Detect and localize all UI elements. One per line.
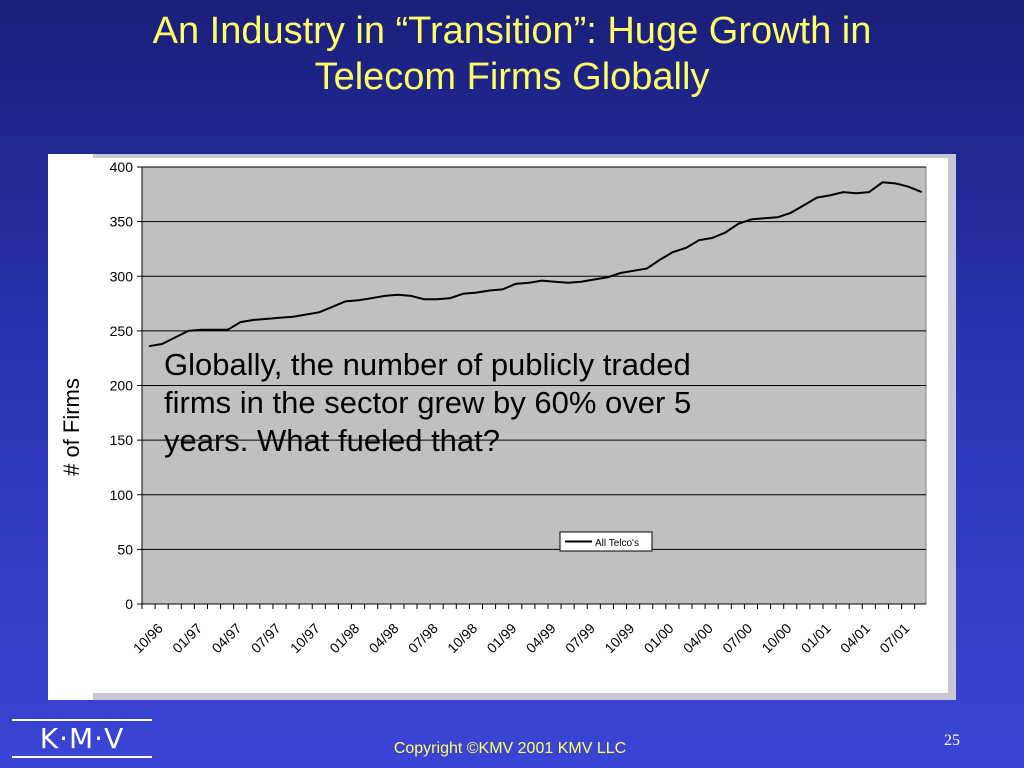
series-line-0 xyxy=(148,181,923,348)
slide-title: An Industry in “Transition”: Huge Growth… xyxy=(40,8,984,100)
legend-box xyxy=(559,531,653,552)
page-number: 25 xyxy=(944,732,960,749)
x-tick-label-04-00: 04/00 xyxy=(680,620,716,656)
x-tick-label-01-00: 01/00 xyxy=(641,620,677,656)
x-tick-label-04-01: 04/01 xyxy=(837,620,873,656)
x-tick-label-04-97: 04/97 xyxy=(208,620,244,656)
legend-label: All Telco's xyxy=(595,538,639,549)
chart-panel: # of Firms 0 50 100 150 200 250 300 350 400 10/96… xyxy=(48,154,956,700)
y-tick-label-300: 300 xyxy=(110,268,134,284)
slide-title-line-2: Telecom Firms Globally xyxy=(314,56,710,98)
y-tick-label-400: 400 xyxy=(110,159,134,175)
x-tick-label-10-00: 10/00 xyxy=(758,620,794,656)
x-tick-label-04-99: 04/99 xyxy=(523,620,559,656)
ylabel-strip xyxy=(48,154,93,700)
x-tick-label-10-96: 10/96 xyxy=(130,620,166,656)
y-tick-label-350: 350 xyxy=(110,214,134,230)
x-tick-label-07-99: 07/99 xyxy=(562,620,598,656)
logo-rule-top xyxy=(12,719,152,721)
x-tick-label-10-99: 10/99 xyxy=(601,620,637,656)
y-tick-label-0: 0 xyxy=(125,596,133,612)
y-tick-label-50: 50 xyxy=(117,541,133,557)
x-tick-label-01-01: 01/01 xyxy=(798,620,834,656)
x-tick-label-07-01: 07/01 xyxy=(876,620,912,656)
copyright-text: Copyright ©KMV 2001 KMV LLC xyxy=(393,740,627,757)
logo-rule-bottom xyxy=(12,756,152,758)
slide-title-line-1: An Industry in “Transition”: Huge Growth… xyxy=(152,10,872,52)
y-tick-label-150: 150 xyxy=(110,432,134,448)
x-tick-label-10-98: 10/98 xyxy=(444,620,480,656)
kmv-logo: K·M·V xyxy=(39,722,125,755)
x-tick-label-01-99: 01/99 xyxy=(483,620,519,656)
x-tick-label-01-97: 01/97 xyxy=(169,620,205,656)
x-tick-label-07-98: 07/98 xyxy=(405,620,441,656)
x-tick-label-07-97: 07/97 xyxy=(248,620,284,656)
y-tick-label-200: 200 xyxy=(110,378,134,394)
y-tick-label-250: 250 xyxy=(110,323,134,339)
x-tick-label-10-97: 10/97 xyxy=(287,620,323,656)
chart-annotation: Globally, the number of publicly traded … xyxy=(164,347,692,458)
y-tick-label-100: 100 xyxy=(110,487,134,503)
x-tick-label-07-00: 07/00 xyxy=(719,620,755,656)
x-tick-label-01-98: 01/98 xyxy=(326,620,362,656)
x-tick-label-04-98: 04/98 xyxy=(366,620,402,656)
